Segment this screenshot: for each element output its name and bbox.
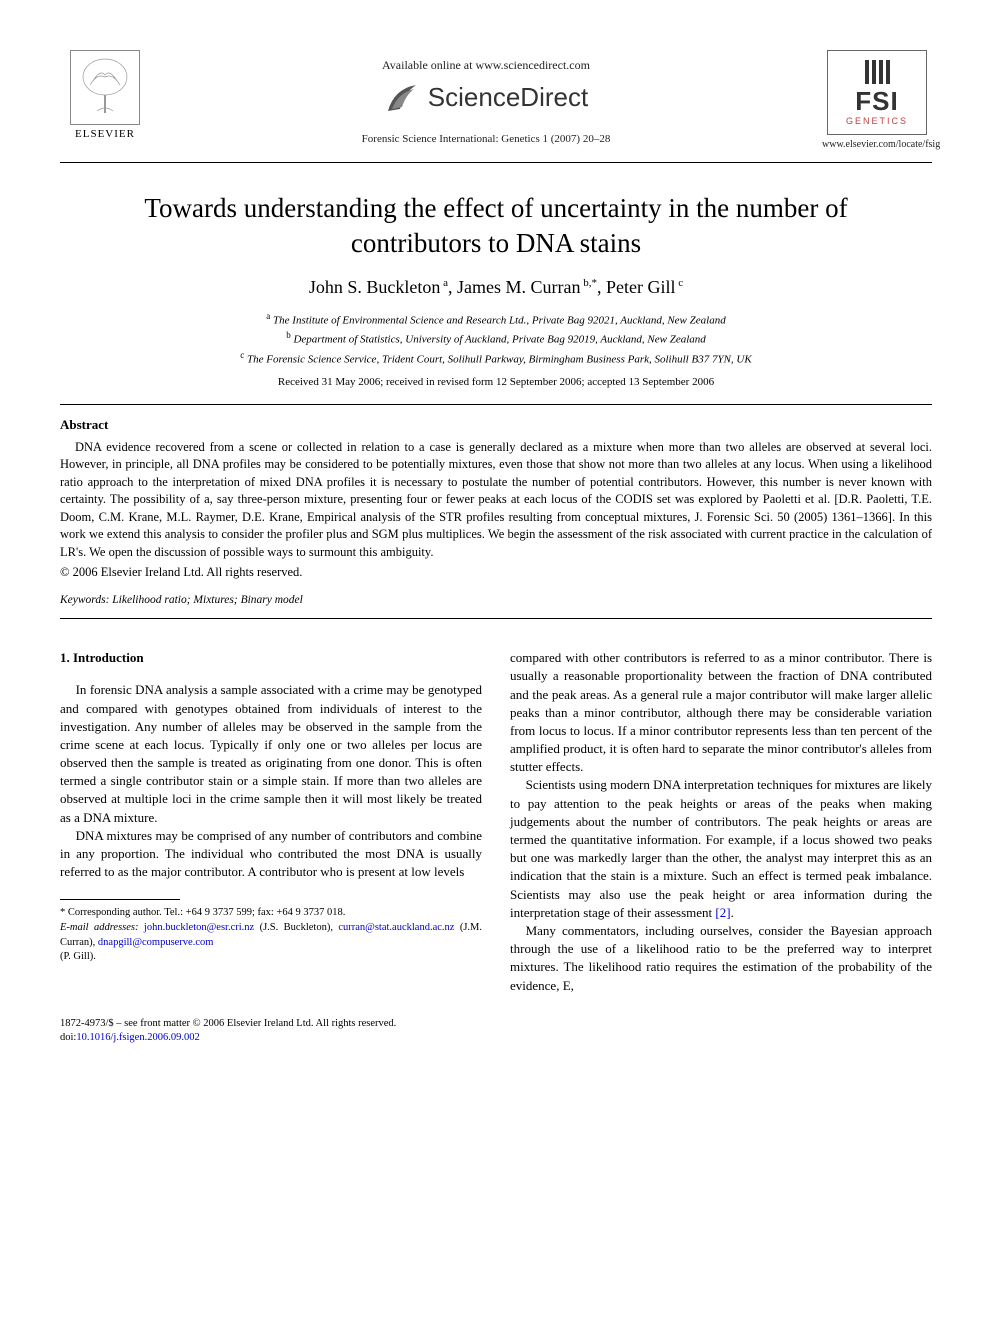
column-left: 1. Introduction In forensic DNA analysis… <box>60 649 482 995</box>
col2-para-1: compared with other contributors is refe… <box>510 649 932 776</box>
footer: 1872-4973/$ – see front matter © 2006 El… <box>60 1017 932 1046</box>
author-1: John S. Buckleton <box>309 277 441 297</box>
journal-logo: FSI GENETICS www.elsevier.com/locate/fsi… <box>822 50 932 150</box>
email-who-1: (J.S. Buckleton), <box>254 922 338 933</box>
center-header: Available online at www.sciencedirect.co… <box>150 50 822 145</box>
abstract-copyright: © 2006 Elsevier Ireland Ltd. All rights … <box>60 565 932 580</box>
article-title: Towards understanding the effect of unce… <box>100 191 892 261</box>
author-2: James M. Curran <box>457 277 580 297</box>
fsi-bars-icon <box>865 60 890 84</box>
email-label: E-mail addresses: <box>60 922 139 933</box>
section-1-heading: 1. Introduction <box>60 649 482 667</box>
fsi-label: FSI <box>855 88 898 114</box>
fsi-sublabel: GENETICS <box>846 116 908 126</box>
email-link-3[interactable]: dnapgill@compuserve.com <box>98 937 214 948</box>
affiliations: a The Institute of Environmental Science… <box>60 310 932 367</box>
elsevier-label: ELSEVIER <box>75 128 135 140</box>
footnotes: * Corresponding author. Tel.: +64 9 3737… <box>60 906 482 965</box>
sciencedirect-swoosh-icon <box>384 79 420 115</box>
elsevier-tree-icon <box>70 50 140 125</box>
affiliation-a: a The Institute of Environmental Science… <box>60 310 932 329</box>
author-1-aff: a <box>440 277 448 289</box>
citation-line: Forensic Science International: Genetics… <box>150 133 822 145</box>
email-link-1[interactable]: john.buckleton@esr.cri.nz <box>144 922 254 933</box>
col2-para-2: Scientists using modern DNA interpretati… <box>510 776 932 922</box>
article-dates: Received 31 May 2006; received in revise… <box>60 376 932 388</box>
ref-link-2[interactable]: [2] <box>715 905 730 920</box>
body-columns: 1. Introduction In forensic DNA analysis… <box>60 649 932 995</box>
sciencedirect-brand: ScienceDirect <box>384 79 588 115</box>
footnote-rule <box>60 899 180 900</box>
author-3: Peter Gill <box>606 277 676 297</box>
elsevier-logo: ELSEVIER <box>60 50 150 140</box>
doi-link[interactable]: 10.1016/j.fsigen.2006.09.002 <box>76 1032 199 1043</box>
front-matter-line: 1872-4973/$ – see front matter © 2006 El… <box>60 1017 932 1032</box>
authors-line: John S. Buckleton a, James M. Curran b,*… <box>60 277 932 298</box>
keywords-label: Keywords: <box>60 594 109 606</box>
available-online-text: Available online at www.sciencedirect.co… <box>150 58 822 73</box>
keywords-line: Keywords: Likelihood ratio; Mixtures; Bi… <box>60 594 932 606</box>
email-link-2[interactable]: curran@stat.auckland.ac.nz <box>338 922 454 933</box>
abstract-body: DNA evidence recovered from a scene or c… <box>60 439 932 562</box>
fsi-logo-box: FSI GENETICS <box>827 50 927 135</box>
corresponding-author-note: * Corresponding author. Tel.: +64 9 3737… <box>60 906 482 921</box>
rule-after-keywords <box>60 618 932 619</box>
rule-top <box>60 162 932 163</box>
affiliation-c: c The Forensic Science Service, Trident … <box>60 349 932 368</box>
author-2-aff: b, <box>581 277 592 289</box>
col1-para-1: In forensic DNA analysis a sample associ… <box>60 681 482 827</box>
page-header: ELSEVIER Available online at www.science… <box>60 50 932 150</box>
corresponding-marker: * <box>592 277 598 289</box>
rule-after-dates <box>60 404 932 405</box>
abstract-heading: Abstract <box>60 417 932 433</box>
journal-url: www.elsevier.com/locate/fsig <box>822 139 932 150</box>
doi-line: doi:10.1016/j.fsigen.2006.09.002 <box>60 1031 932 1046</box>
email-addresses: E-mail addresses: john.buckleton@esr.cri… <box>60 921 482 965</box>
affiliation-b: b Department of Statistics, University o… <box>60 329 932 348</box>
col1-para-2: DNA mixtures may be comprised of any num… <box>60 827 482 882</box>
email-who-3: (P. Gill). <box>60 951 96 962</box>
column-right: compared with other contributors is refe… <box>510 649 932 995</box>
col2-para-3: Many commentators, including ourselves, … <box>510 922 932 995</box>
doi-label: doi: <box>60 1032 76 1043</box>
sciencedirect-label: ScienceDirect <box>428 82 588 113</box>
keywords-values: Likelihood ratio; Mixtures; Binary model <box>109 594 302 606</box>
author-3-aff: c <box>676 277 684 289</box>
